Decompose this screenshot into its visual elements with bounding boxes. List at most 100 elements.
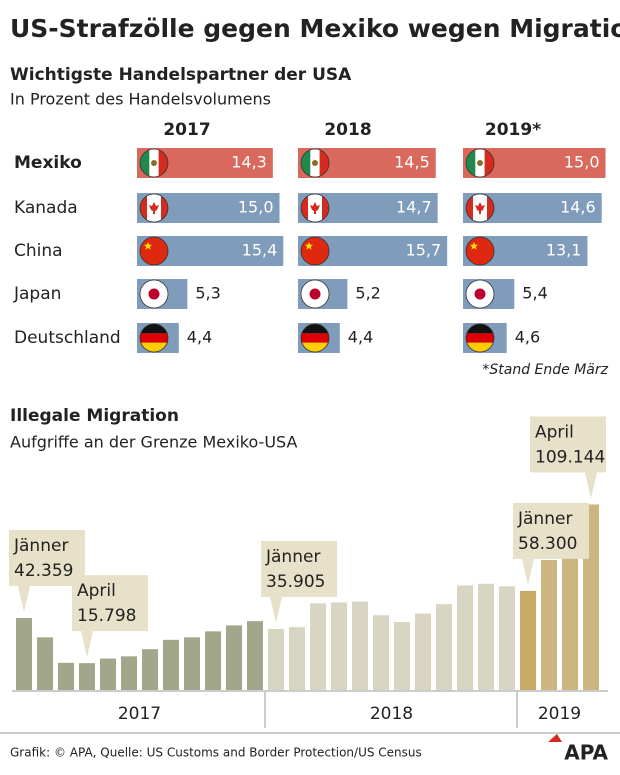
flag-part bbox=[470, 242, 478, 250]
flag-part bbox=[466, 149, 476, 177]
flag bbox=[140, 149, 168, 177]
year-label: 2019 bbox=[538, 704, 581, 724]
bar bbox=[541, 559, 557, 690]
value-label: 14,3 bbox=[231, 153, 267, 172]
value-label: 4,4 bbox=[187, 328, 212, 347]
bar bbox=[352, 601, 368, 690]
annotation-value: 15.798 bbox=[77, 606, 136, 626]
annotation-box bbox=[513, 502, 589, 559]
flag bbox=[466, 194, 494, 222]
annotation-month: April bbox=[535, 422, 574, 442]
bar bbox=[415, 613, 431, 690]
annotation-pointer bbox=[522, 558, 534, 585]
annotation-pointer bbox=[270, 596, 282, 623]
bar bbox=[289, 627, 305, 690]
flag bbox=[301, 324, 329, 352]
flag bbox=[140, 324, 168, 352]
value-label: 15,4 bbox=[242, 241, 278, 260]
flag-part bbox=[466, 324, 494, 334]
annotation-month: April bbox=[77, 581, 116, 601]
bar bbox=[247, 621, 263, 690]
flag bbox=[140, 237, 168, 265]
flag-part bbox=[484, 149, 494, 177]
trade-subtitle: In Prozent des Handelsvolumens bbox=[10, 90, 271, 109]
value-label: 15,0 bbox=[564, 153, 600, 172]
bar bbox=[268, 628, 284, 690]
flag-part bbox=[477, 160, 483, 166]
bar bbox=[310, 603, 326, 690]
value-label: 4,4 bbox=[348, 328, 373, 347]
logo: APA bbox=[564, 741, 608, 765]
value-label: 15,0 bbox=[238, 198, 274, 217]
source: Grafik: © APA, Quelle: US Customs and Bo… bbox=[10, 746, 422, 760]
annotation-box bbox=[530, 416, 606, 473]
flag-border bbox=[139, 148, 169, 178]
flag-part bbox=[309, 288, 321, 300]
bar bbox=[478, 583, 494, 690]
year-label: 2017 bbox=[118, 704, 161, 724]
value-label: 14,6 bbox=[560, 198, 596, 217]
category-label: Kanada bbox=[14, 198, 78, 218]
flag-part bbox=[149, 202, 159, 214]
flag-border bbox=[465, 148, 495, 178]
flag bbox=[140, 194, 168, 222]
flag-border bbox=[300, 193, 330, 223]
flag-part bbox=[474, 288, 486, 300]
annotation-month: Jänner bbox=[265, 547, 320, 567]
flag bbox=[466, 237, 494, 265]
flag-part bbox=[140, 149, 150, 177]
flag-border bbox=[465, 193, 495, 223]
category-label: Japan bbox=[13, 284, 61, 304]
category-label: Deutschland bbox=[14, 328, 121, 348]
title: US-Strafzölle gegen Mexiko wegen Migrati… bbox=[10, 14, 620, 43]
migration-subtitle: Aufgriffe an der Grenze Mexiko-USA bbox=[10, 433, 297, 452]
flag-border bbox=[139, 323, 169, 353]
logo-mark bbox=[548, 734, 562, 742]
bar bbox=[37, 637, 53, 690]
annotation-value: 58.300 bbox=[518, 534, 577, 554]
bar bbox=[436, 604, 452, 690]
bar bbox=[58, 662, 74, 690]
flag-border bbox=[465, 323, 495, 353]
bar bbox=[373, 615, 389, 690]
flag-part bbox=[319, 149, 329, 177]
flag bbox=[301, 194, 329, 222]
flag-part bbox=[301, 149, 311, 177]
bar bbox=[142, 649, 158, 690]
bar bbox=[100, 658, 116, 690]
flag bbox=[301, 280, 329, 308]
value-label: 4,6 bbox=[515, 328, 540, 347]
trade-title: Wichtigste Handelspartner der USA bbox=[10, 65, 352, 85]
flag-border bbox=[139, 236, 169, 266]
flag-part bbox=[140, 342, 168, 352]
flag-part bbox=[148, 288, 160, 300]
annotation-box bbox=[261, 540, 337, 597]
annotation-value: 109.144 bbox=[535, 447, 605, 467]
bar bbox=[79, 663, 95, 690]
bar bbox=[457, 585, 473, 690]
flag-part bbox=[144, 242, 152, 250]
flag-border bbox=[465, 279, 495, 309]
flag-part bbox=[158, 149, 168, 177]
flag-part bbox=[301, 333, 329, 343]
flag-border bbox=[300, 236, 330, 266]
bar bbox=[394, 622, 410, 690]
value-label: 5,2 bbox=[355, 284, 380, 303]
value-label: 15,7 bbox=[406, 241, 442, 260]
bar bbox=[499, 586, 515, 690]
value-label: 14,5 bbox=[394, 153, 430, 172]
annotation-month: Jänner bbox=[517, 509, 572, 529]
bar bbox=[331, 602, 347, 690]
flag bbox=[140, 280, 168, 308]
flag-border bbox=[300, 323, 330, 353]
category-label: China bbox=[14, 241, 63, 261]
column-header: 2017 bbox=[163, 120, 210, 140]
flag-part bbox=[466, 333, 494, 343]
value-label: 5,4 bbox=[522, 284, 547, 303]
column-header: 2018 bbox=[324, 120, 371, 140]
migration-title: Illegale Migration bbox=[10, 406, 179, 426]
flag-part bbox=[310, 202, 320, 214]
year-label: 2018 bbox=[370, 704, 413, 724]
flag-border bbox=[139, 193, 169, 223]
